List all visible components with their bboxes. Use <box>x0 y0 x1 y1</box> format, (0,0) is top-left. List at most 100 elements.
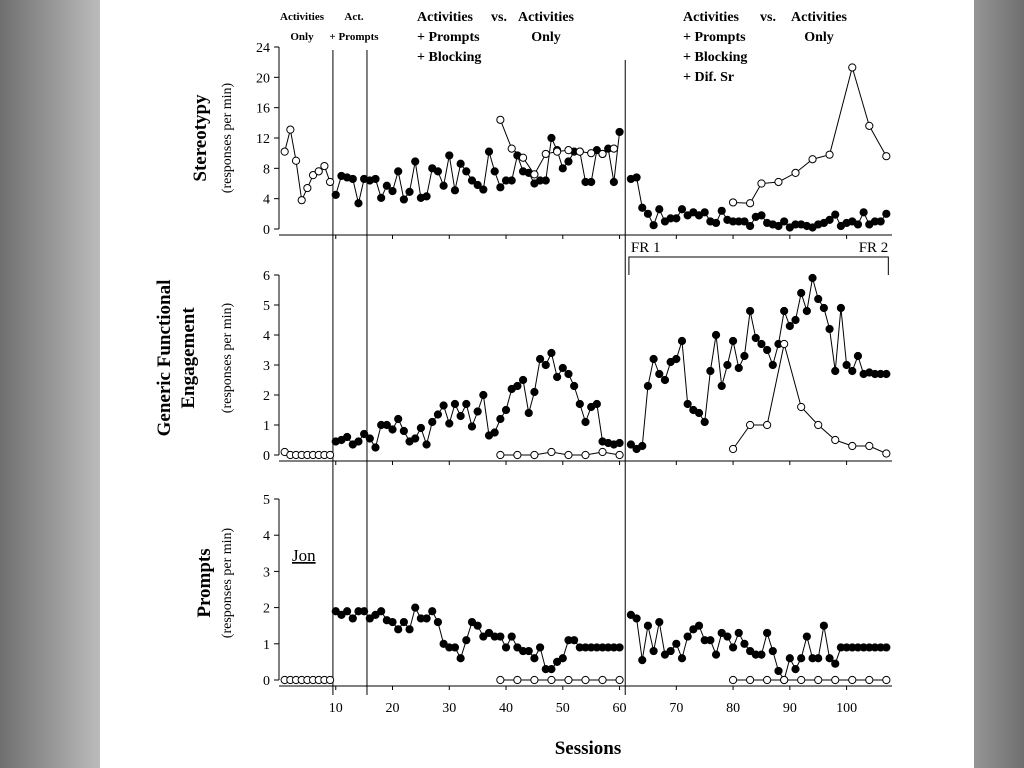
data-point <box>411 157 420 166</box>
data-point <box>643 209 653 218</box>
y-axis-sublabel: (responses per min) <box>220 302 235 413</box>
data-point <box>711 218 721 228</box>
data-point <box>638 655 647 665</box>
series-line <box>335 131 621 204</box>
data-point <box>553 372 562 382</box>
data-point <box>513 643 522 652</box>
data-point <box>677 654 687 663</box>
panel-prompts: 0 1 2 3 4 5 Prompts (responses per min) <box>194 493 892 690</box>
data-point <box>388 425 397 434</box>
data-point <box>706 636 715 645</box>
data-point <box>467 422 477 431</box>
data-point <box>575 399 584 409</box>
data-point <box>587 149 596 158</box>
y-tick-label: 24 <box>256 41 270 56</box>
x-tick-label: 80 <box>726 701 740 716</box>
data-point <box>598 149 607 159</box>
data-point <box>831 435 840 445</box>
y-tick-label: 1 <box>263 419 270 434</box>
y-tick-label: 1 <box>263 638 270 653</box>
data-point <box>450 399 460 409</box>
data-point <box>638 441 647 451</box>
data-point <box>831 210 840 219</box>
data-point <box>757 179 766 188</box>
data-point <box>672 639 681 648</box>
y-tick-label: 4 <box>263 329 270 344</box>
data-point <box>535 643 545 652</box>
data-point <box>717 628 726 638</box>
data-point <box>399 426 408 436</box>
data-point <box>836 303 846 313</box>
data-point <box>831 675 840 685</box>
data-point <box>490 428 499 437</box>
series-filled <box>331 127 891 232</box>
data-point <box>399 195 408 204</box>
data-point <box>394 414 403 424</box>
data-point <box>746 306 755 316</box>
data-point <box>643 621 653 630</box>
data-point <box>848 63 857 72</box>
y-tick-label: 20 <box>256 71 270 86</box>
data-point <box>365 434 374 443</box>
data-point <box>740 351 749 361</box>
data-point <box>763 345 772 355</box>
data-point <box>740 217 749 226</box>
data-point <box>524 408 533 418</box>
phase-label: Activities Only <box>791 10 848 45</box>
data-point <box>774 221 783 231</box>
data-point <box>337 610 346 619</box>
data-point <box>655 205 664 214</box>
data-point <box>740 639 749 648</box>
data-point <box>865 121 874 130</box>
series-line <box>732 343 887 454</box>
data-point <box>541 176 550 185</box>
series-open <box>280 675 891 685</box>
data-point <box>797 675 806 685</box>
data-point <box>377 193 386 203</box>
data-point <box>689 625 698 634</box>
data-point <box>848 675 857 685</box>
y-tick-label: 5 <box>263 493 270 508</box>
data-point <box>672 214 681 223</box>
y-axis-sublabel: (responses per min) <box>220 82 235 193</box>
data-point <box>825 215 834 224</box>
data-point <box>666 646 675 656</box>
data-point <box>717 206 726 215</box>
data-point <box>496 414 505 424</box>
data-point <box>717 381 726 391</box>
y-tick-label: 5 <box>263 299 270 314</box>
data-point <box>501 405 511 415</box>
data-point <box>394 167 403 176</box>
series-filled <box>331 603 891 685</box>
data-point <box>780 339 789 349</box>
data-point <box>530 387 539 397</box>
data-point <box>348 174 357 184</box>
data-point <box>496 183 505 192</box>
fr1-label: FR 1 <box>631 240 661 256</box>
panel-stereotypy: 0 4 8 12 16 20 24 Stereotypy (responses per min) <box>190 41 892 239</box>
data-point <box>564 675 573 685</box>
data-point <box>819 621 828 630</box>
data-point <box>507 176 516 185</box>
data-point <box>331 190 340 199</box>
data-point <box>479 390 488 400</box>
data-point <box>496 632 505 641</box>
phase-label: Activities Only <box>280 11 325 43</box>
x-tick-label: 60 <box>613 701 627 716</box>
data-point <box>876 217 885 226</box>
data-point <box>422 440 431 449</box>
data-point <box>581 675 590 685</box>
data-point <box>626 440 636 449</box>
data-point <box>711 330 721 340</box>
data-point <box>683 399 692 409</box>
x-tick-label: 20 <box>386 701 400 716</box>
data-point <box>615 675 624 685</box>
y-tick-label: 16 <box>256 102 270 117</box>
y-tick-label: 3 <box>263 359 270 374</box>
data-point <box>763 675 772 685</box>
data-point <box>757 339 766 349</box>
phase-change-lines <box>332 50 626 695</box>
data-point <box>553 147 562 156</box>
data-point <box>802 306 811 316</box>
data-point <box>700 208 709 217</box>
